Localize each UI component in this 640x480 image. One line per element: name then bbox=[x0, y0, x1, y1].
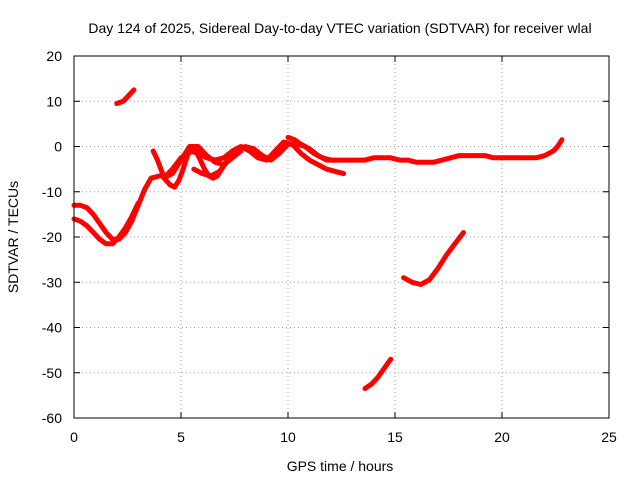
y-tick-label: -10 bbox=[42, 184, 62, 200]
y-tick-label: -20 bbox=[42, 229, 62, 245]
y-tick-label: -30 bbox=[42, 274, 62, 290]
sdtvar-trace-7 bbox=[114, 87, 137, 106]
y-axis-label: SDTVAR / TECUs bbox=[5, 181, 21, 293]
sdtvar-trace-8 bbox=[401, 230, 466, 287]
y-tick-label: -60 bbox=[42, 410, 62, 426]
y-tick-label: 20 bbox=[46, 48, 62, 64]
y-tick-label: -50 bbox=[42, 365, 62, 381]
x-tick-label: 20 bbox=[494, 429, 510, 445]
y-tick-label: 0 bbox=[54, 139, 62, 155]
grid bbox=[74, 56, 609, 418]
sdtvar-trace-9 bbox=[362, 356, 394, 392]
x-tick-label: 10 bbox=[280, 429, 296, 445]
sdtvar-trace-5 bbox=[191, 137, 565, 179]
sdtvar-trace-6 bbox=[285, 134, 338, 163]
x-tick-label: 5 bbox=[177, 429, 185, 445]
x-tick-label: 0 bbox=[70, 429, 78, 445]
y-tick-label: -40 bbox=[42, 320, 62, 336]
chart-title: Day 124 of 2025, Sidereal Day-to-day VTE… bbox=[88, 20, 591, 36]
x-tick-label: 25 bbox=[601, 429, 617, 445]
x-axis-label: GPS time / hours bbox=[287, 458, 394, 474]
y-tick-label: 10 bbox=[46, 93, 62, 109]
data-traces bbox=[71, 87, 565, 392]
x-tick-label: 15 bbox=[387, 429, 403, 445]
axis-ticks: 0 5 10 15 20 25 20 10 0 -10 -20 -30 -40 -50 -60 bbox=[42, 48, 617, 445]
